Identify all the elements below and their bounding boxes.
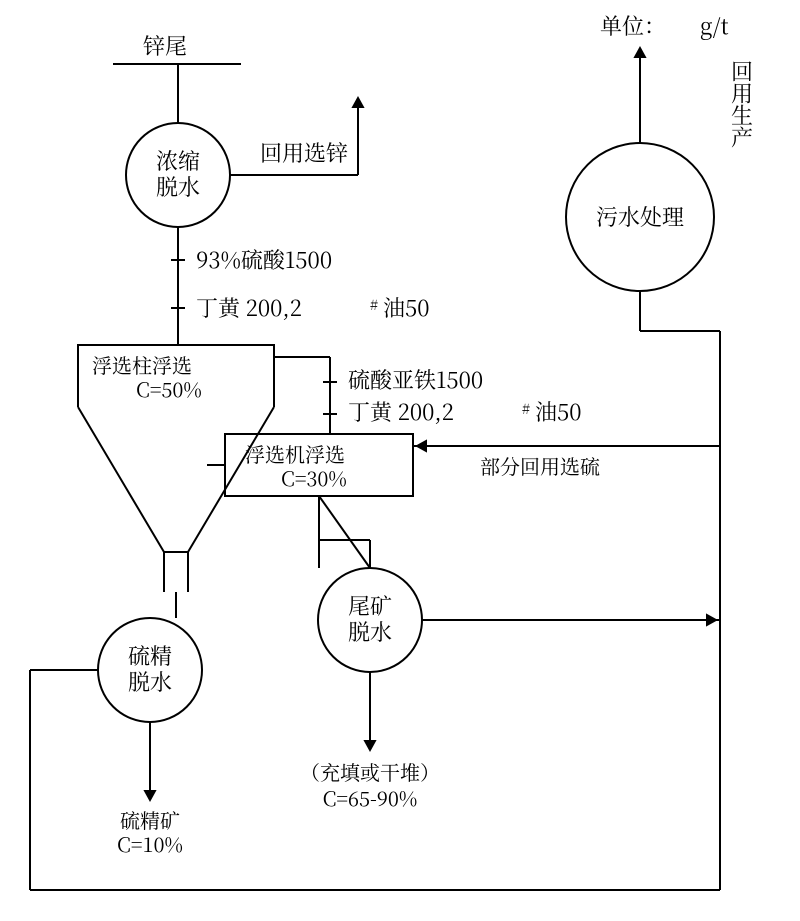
svg-text:#: # [522, 399, 530, 419]
svg-text:油50: 油50 [383, 292, 430, 323]
svg-text:93%硫酸1500: 93%硫酸1500 [196, 244, 332, 275]
svg-text:回用生产: 回用生产 [727, 60, 758, 148]
svg-text:锌尾: 锌尾 [143, 30, 187, 61]
svg-text:C=50%: C=50% [136, 374, 202, 403]
svg-text:C=30%: C=30% [281, 463, 347, 492]
svg-text:脱水: 脱水 [348, 616, 392, 647]
svg-text:部分回用选硫: 部分回用选硫 [480, 451, 600, 480]
svg-text:单位：: 单位： [600, 10, 666, 41]
svg-text:g/t: g/t [700, 10, 729, 41]
svg-text:脱水: 脱水 [156, 171, 200, 202]
svg-text:回用选锌: 回用选锌 [260, 137, 348, 168]
svg-text:（充填或干堆）: （充填或干堆） [300, 757, 440, 786]
svg-text:丁黄 200,2: 丁黄 200,2 [348, 396, 454, 427]
svg-text:C=65-90%: C=65-90% [323, 783, 418, 812]
svg-text:硫酸亚铁1500: 硫酸亚铁1500 [348, 364, 483, 395]
svg-text:#: # [370, 295, 378, 315]
svg-text:污水处理: 污水处理 [596, 201, 684, 232]
svg-text:脱水: 脱水 [128, 666, 172, 697]
svg-text:油50: 油50 [535, 396, 582, 427]
svg-text:C=10%: C=10% [117, 829, 183, 858]
svg-text:丁黄 200,2: 丁黄 200,2 [196, 292, 302, 323]
